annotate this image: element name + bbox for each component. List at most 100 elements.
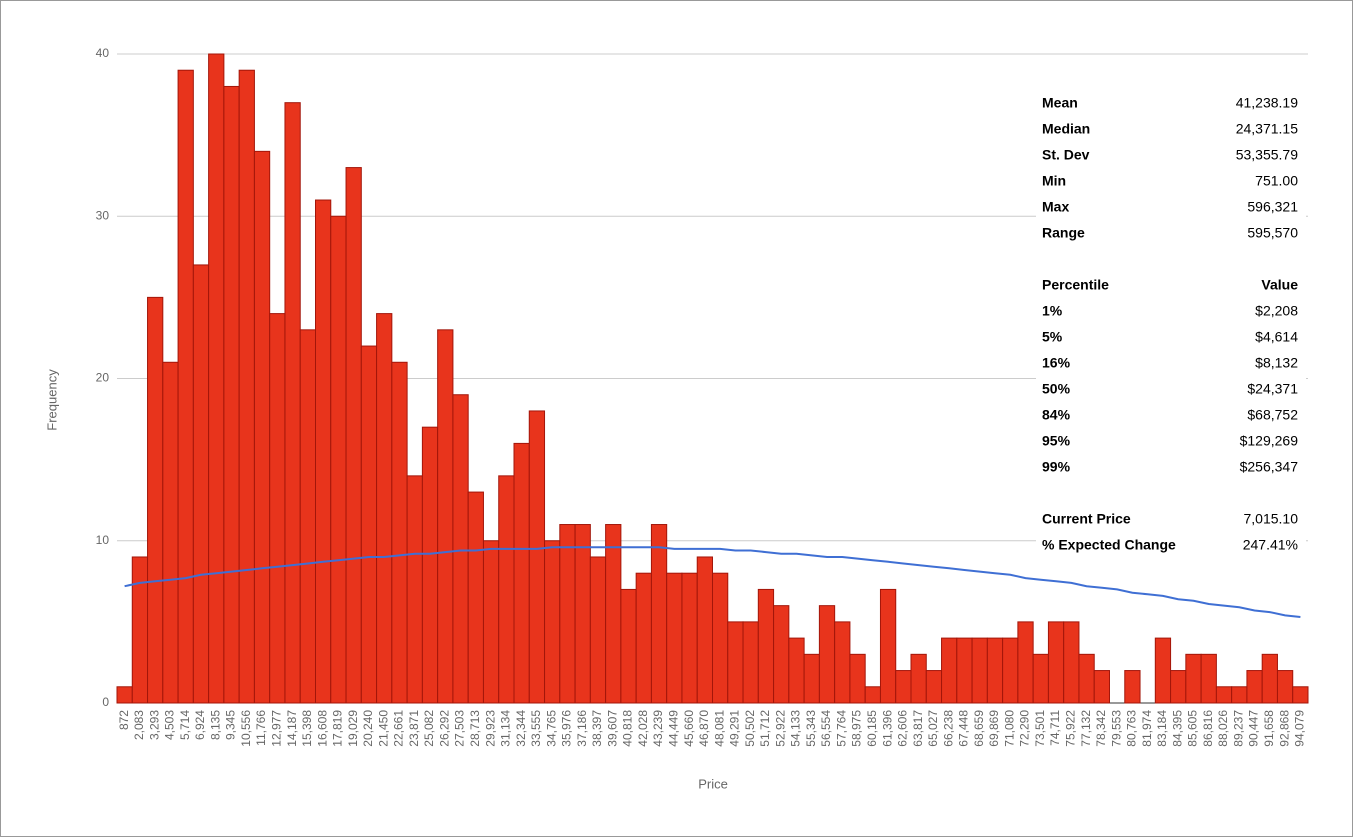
x-tick-label: 32,344 [514,710,528,747]
bar [253,150,271,704]
bar [1170,670,1187,704]
bar [406,475,423,704]
x-tick-label: 27,503 [453,710,467,747]
bar [1231,686,1248,704]
bar [742,621,759,704]
stat-label: 84% [1042,407,1071,423]
bar [452,394,469,704]
x-tick-label: 48,081 [712,710,726,747]
x-tick-label: 25,082 [422,710,436,747]
x-tick-label: 83,184 [1155,710,1169,747]
stat-value: $24,371 [1247,381,1298,397]
x-axis-label: Price [698,776,728,791]
bar [879,588,897,704]
x-tick-label: 52,922 [773,710,787,747]
bar [864,686,881,704]
x-tick-label: 74,711 [1048,710,1062,746]
bar [574,524,591,704]
stat-value: $8,132 [1255,355,1298,371]
bar [376,313,393,704]
bar [116,686,133,704]
x-tick-label: 84,395 [1170,710,1184,747]
bar [849,653,866,704]
stat-label: 99% [1042,459,1071,475]
x-tick-label: 5,714 [178,710,192,740]
bar [1063,621,1080,704]
stat-label: Current Price [1042,511,1131,527]
x-tick-label: 4,503 [163,710,177,740]
bar [727,621,744,704]
stat-value: $68,752 [1247,407,1298,423]
stat-label: St. Dev [1042,147,1090,163]
x-tick-label: 61,396 [880,710,894,747]
bar [360,345,378,704]
x-tick-label: 35,976 [560,710,574,747]
bar [589,556,607,704]
x-tick-label: 46,870 [697,710,711,747]
bar [757,588,775,704]
bar [1078,653,1095,704]
x-tick-label: 81,974 [1140,710,1154,747]
bar [1215,686,1233,704]
bar [1002,637,1019,704]
x-tick-label: 17,819 [331,710,345,747]
x-tick-label: 56,554 [819,710,833,747]
x-tick-label: 75,922 [1063,710,1077,747]
x-tick-label: 16,608 [315,710,329,747]
x-tick-label: 86,816 [1201,710,1215,747]
stat-value: 596,321 [1247,199,1298,215]
bar [1185,653,1202,704]
bar [147,296,164,704]
x-tick-label: 19,029 [346,710,360,747]
bar [315,199,332,704]
bar [559,524,576,704]
stat-label: % Expected Change [1042,537,1176,553]
bar [986,637,1004,704]
x-tick-label: 9,345 [224,710,238,740]
x-tick-label: 78,342 [1094,710,1108,747]
bar [1292,686,1309,704]
stat-value: 595,570 [1247,225,1298,241]
x-tick-label: 8,135 [208,710,222,740]
y-tick-label: 40 [96,46,110,60]
normal-curve [124,546,1301,618]
x-tick-label: 60,185 [865,710,879,747]
x-tick-label: 29,923 [483,710,497,747]
x-tick-label: 37,186 [575,710,589,747]
bar [1246,670,1263,704]
bar [1032,653,1049,704]
x-tick-label: 10,556 [239,710,253,747]
bar [208,53,225,704]
x-tick-label: 20,240 [361,710,375,747]
x-tick-label: 31,134 [499,710,513,747]
bar [391,361,408,704]
bar [513,442,530,704]
bar [635,572,652,704]
bar [803,653,820,704]
x-tick-label: 88,026 [1216,710,1230,747]
x-tick-label: 22,661 [392,710,406,747]
y-axis-label: Frequency [44,369,59,431]
bar [299,329,317,704]
stat-label: 95% [1042,433,1071,449]
bar [1124,670,1141,704]
x-tick-label: 67,448 [957,710,971,747]
stat-label: 16% [1042,355,1071,371]
bar [1017,621,1034,704]
x-tick-label: 91,658 [1262,710,1276,747]
stat-value: $4,614 [1255,329,1298,345]
x-tick-label: 45,660 [682,710,696,747]
x-tick-label: 55,343 [804,710,818,747]
stat-value: $2,208 [1255,303,1298,319]
x-tick-label: 15,398 [300,710,314,747]
x-tick-label: 85,605 [1186,710,1200,747]
bar [238,69,255,704]
bar [834,621,851,704]
stat-value: 751.00 [1255,173,1298,189]
bar [650,524,668,704]
x-tick-label: 57,764 [834,710,848,747]
x-tick-label: 33,555 [529,710,543,747]
bar [284,102,301,704]
bar [696,556,714,704]
x-tick-label: 58,975 [850,710,864,747]
